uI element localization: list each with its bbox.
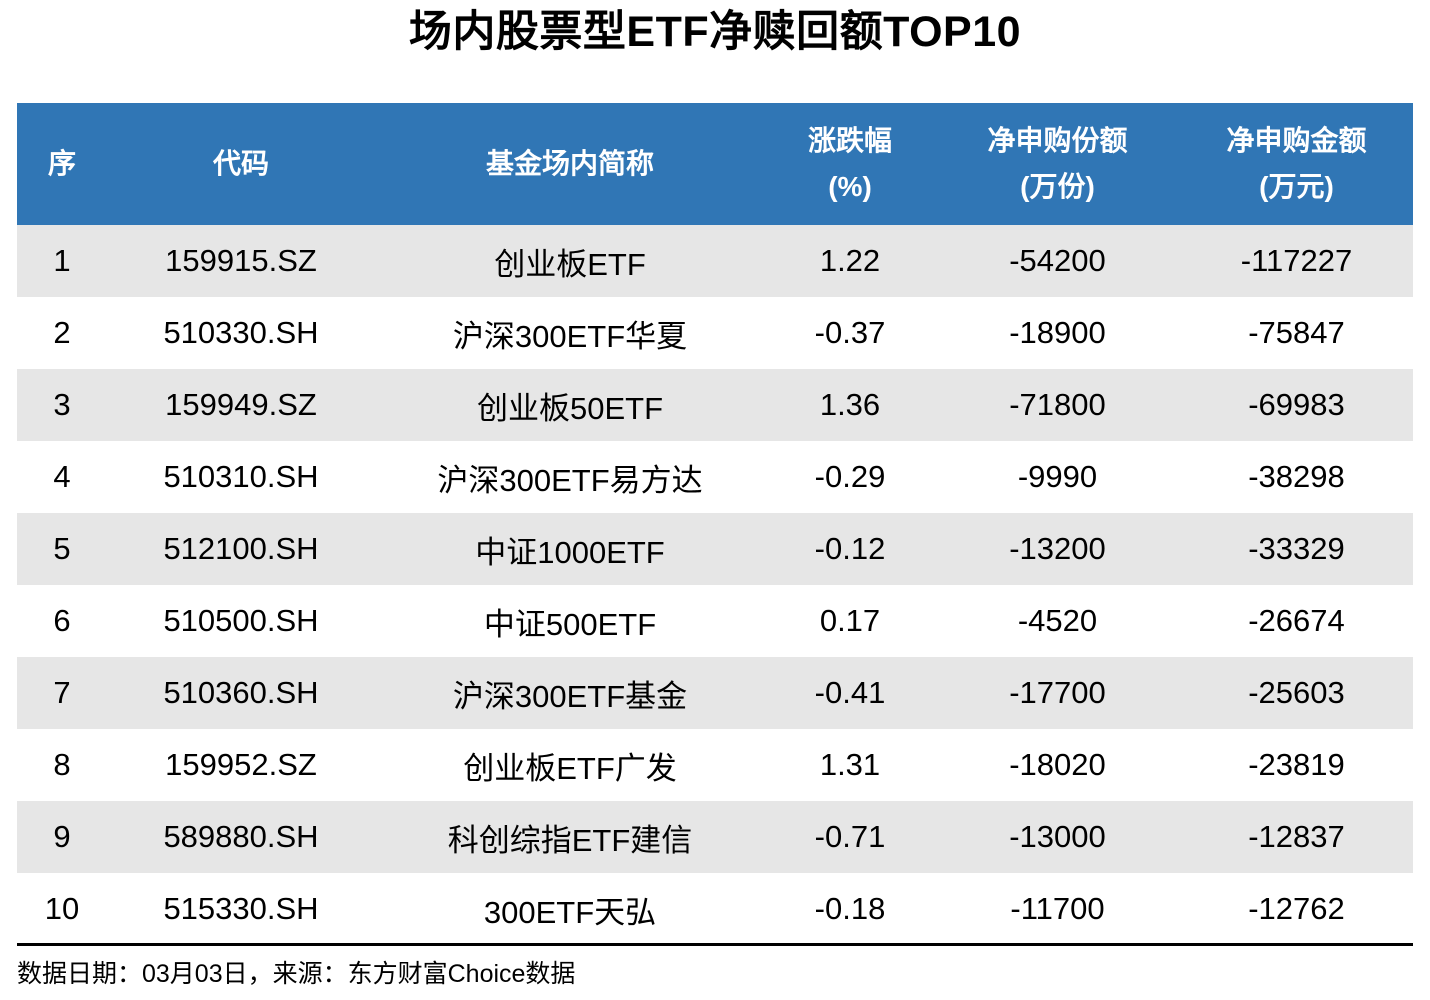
table-header-row: 序 代码 基金场内简称 涨跌幅 (%) 净申购份额 (万份) 净申购金额 (万元) [17,103,1413,225]
table-row: 8 159952.SZ 创业板ETF广发 1.31 -18020 -23819 [17,729,1413,801]
column-header-net-subscription-amount: 净申购金额 (万元) [1180,103,1413,225]
cell-code: 510500.SH [163,603,319,638]
cell-net-subscription-amount: -69983 [1248,387,1345,422]
column-header-code: 代码 [107,103,375,225]
cell-code: 159949.SZ [165,387,317,422]
cell-net-subscription-shares: -71800 [1009,387,1106,422]
cell-rank: 9 [53,819,71,854]
column-header-label: 净申购份额 [987,124,1128,156]
cell-net-subscription-shares: -11700 [1010,891,1105,926]
table-row: 6 510500.SH 中证500ETF 0.17 -4520 -26674 [17,585,1413,657]
cell-code: 512100.SH [163,531,319,566]
cell-fund-short-name: 沪深300ETF基金 [452,678,688,714]
cell-change-pct: 1.22 [819,243,881,278]
cell-change-pct: 1.31 [819,747,881,782]
cell-fund-short-name: 沪深300ETF易方达 [437,462,703,498]
cell-net-subscription-amount: -117227 [1240,243,1353,278]
table-row: 2 510330.SH 沪深300ETF华夏 -0.37 -18900 -75847 [17,297,1413,369]
cell-code: 515330.SH [163,891,319,926]
cell-net-subscription-shares: -4520 [1017,603,1098,638]
cell-fund-short-name: 创业板ETF [494,246,646,282]
cell-net-subscription-amount: -12837 [1248,819,1345,854]
cell-net-subscription-shares: -54200 [1009,243,1106,278]
cell-net-subscription-shares: -13200 [1009,531,1106,566]
cell-net-subscription-amount: -25603 [1248,675,1345,710]
cell-code: 510310.SH [163,459,319,494]
column-header-fund-short-name: 基金场内简称 [375,103,765,225]
cell-code: 510360.SH [163,675,319,710]
cell-net-subscription-amount: -26674 [1248,603,1345,638]
column-header-change-pct: 涨跌幅 (%) [765,103,935,225]
cell-net-subscription-shares: -13000 [1009,819,1106,854]
table-row: 10 515330.SH 300ETF天弘 -0.18 -11700 -12762 [17,873,1413,945]
table-row: 1 159915.SZ 创业板ETF 1.22 -54200 -117227 [17,225,1413,297]
cell-fund-short-name: 沪深300ETF华夏 [452,318,688,354]
cell-net-subscription-amount: -23819 [1248,747,1345,782]
column-header-unit: (万份) [1020,171,1095,202]
column-header-rank: 序 [17,103,107,225]
table-row: 9 589880.SH 科创综指ETF建信 -0.71 -13000 -12837 [17,801,1413,873]
column-header-label: 涨跌幅 [807,124,892,156]
cell-code: 159952.SZ [165,747,317,782]
column-header-label: 代码 [212,147,269,179]
cell-rank: 8 [53,747,71,782]
cell-net-subscription-amount: -33329 [1248,531,1345,566]
cell-rank: 3 [53,387,71,422]
cell-fund-short-name: 科创综指ETF建信 [447,822,693,858]
cell-rank: 2 [53,315,71,350]
cell-net-subscription-shares: -18020 [1009,747,1106,782]
cell-net-subscription-shares: -17700 [1009,675,1106,710]
table-body: 1 159915.SZ 创业板ETF 1.22 -54200 -117227 2 510330… [17,225,1413,945]
cell-change-pct: -0.41 [814,675,886,710]
cell-net-subscription-shares: -9990 [1017,459,1098,494]
data-source-note: 数据日期：03月03日，来源：东方财富Choice数据 [17,943,1413,990]
table-row: 4 510310.SH 沪深300ETF易方达 -0.29 -9990 -38298 [17,441,1413,513]
cell-change-pct: 0.17 [819,603,881,638]
cell-rank: 1 [53,243,71,278]
column-header-unit: (万元) [1259,171,1334,202]
cell-change-pct: -0.18 [814,891,886,926]
cell-rank: 5 [53,531,71,566]
cell-fund-short-name: 创业板ETF广发 [463,750,677,786]
cell-code: 589880.SH [163,819,319,854]
cell-change-pct: 1.36 [819,387,881,422]
cell-net-subscription-shares: -18900 [1009,315,1106,350]
cell-net-subscription-amount: -38298 [1248,459,1345,494]
column-header-unit: (%) [828,171,872,202]
page-title: 场内股票型ETF净赎回额TOP10 [408,8,1022,56]
cell-change-pct: -0.37 [814,315,886,350]
cell-fund-short-name: 300ETF天弘 [483,894,657,930]
table-row: 3 159949.SZ 创业板50ETF 1.36 -71800 -69983 [17,369,1413,441]
column-header-label: 序 [47,147,76,179]
etf-net-redemption-table: 序 代码 基金场内简称 涨跌幅 (%) 净申购份额 (万份) 净申购金额 (万元) 1 15991… [17,103,1413,945]
cell-fund-short-name: 中证500ETF [483,606,657,642]
cell-rank: 4 [53,459,71,494]
column-header-net-subscription-shares: 净申购份额 (万份) [935,103,1180,225]
cell-change-pct: -0.71 [814,819,886,854]
cell-net-subscription-amount: -75847 [1248,315,1345,350]
cell-fund-short-name: 创业板50ETF [476,390,664,426]
cell-change-pct: -0.12 [814,531,886,566]
cell-rank: 6 [53,603,71,638]
column-header-label: 净申购金额 [1226,124,1367,156]
cell-net-subscription-amount: -12762 [1248,891,1345,926]
cell-code: 510330.SH [163,315,319,350]
cell-rank: 10 [44,891,80,926]
cell-code: 159915.SZ [165,243,317,278]
cell-rank: 7 [53,675,71,710]
table-row: 5 512100.SH 中证1000ETF -0.12 -13200 -33329 [17,513,1413,585]
column-header-label: 基金场内简称 [485,147,654,179]
cell-change-pct: -0.29 [814,459,886,494]
cell-fund-short-name: 中证1000ETF [475,534,665,570]
table-row: 7 510360.SH 沪深300ETF基金 -0.41 -17700 -25603 [17,657,1413,729]
